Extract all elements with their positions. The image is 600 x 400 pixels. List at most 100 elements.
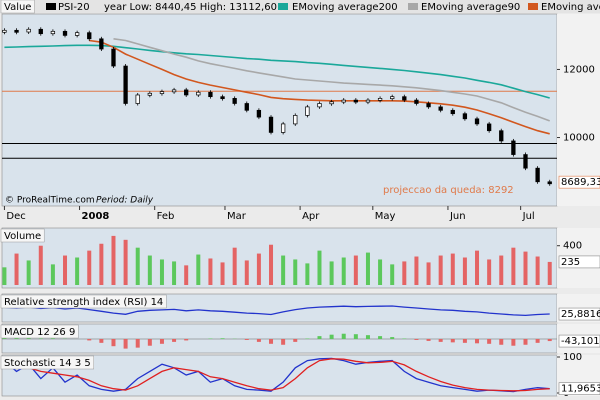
legend-swatch <box>278 3 288 10</box>
candle <box>74 32 80 36</box>
bar <box>135 339 140 348</box>
panel-title: Relative strength index (RSI) 14 <box>4 297 163 308</box>
bar <box>184 339 189 341</box>
bar <box>26 260 31 285</box>
bar <box>293 259 298 285</box>
candle <box>2 29 7 33</box>
legend-swatch <box>46 3 56 10</box>
bar <box>438 339 443 342</box>
bar <box>256 253 261 285</box>
panel-background <box>1 227 558 289</box>
candle <box>499 130 504 142</box>
bar <box>475 250 480 285</box>
bar <box>2 267 7 285</box>
bar <box>499 255 504 285</box>
bar <box>281 339 286 345</box>
candle <box>171 89 177 93</box>
candle <box>341 99 346 103</box>
candle <box>317 103 322 108</box>
last-value-label: 25,8816 <box>561 309 600 320</box>
series-line <box>3 357 550 393</box>
candle <box>474 118 480 125</box>
candle <box>196 91 201 96</box>
bar <box>38 245 43 285</box>
bar <box>244 260 249 285</box>
candle <box>438 106 443 111</box>
last-value-box <box>558 307 600 321</box>
candle <box>353 99 358 103</box>
series-line <box>4 44 550 99</box>
bar <box>26 337 31 339</box>
bar <box>75 257 80 285</box>
panel-title: Stochastic 14 3 5 <box>4 358 91 369</box>
bar <box>487 339 492 344</box>
candle <box>256 109 262 118</box>
bar <box>305 263 310 285</box>
bar <box>438 255 443 285</box>
bar <box>220 338 225 339</box>
bar <box>523 339 528 345</box>
x-tick-label: Jun <box>449 211 466 222</box>
bar <box>220 262 225 285</box>
legend-label: EMoving average90 <box>421 2 520 13</box>
panel-title: Volume <box>4 231 41 242</box>
bar <box>511 247 516 285</box>
bar <box>256 339 261 342</box>
bar <box>14 253 19 285</box>
bar <box>111 339 116 347</box>
axis-background <box>557 14 600 206</box>
candle <box>390 96 395 100</box>
bar <box>111 235 116 285</box>
last-value-label: -43,101 <box>561 336 600 347</box>
last-value-label: 235 <box>561 257 580 268</box>
bar <box>317 250 322 285</box>
candle <box>184 89 189 96</box>
candle <box>220 96 225 100</box>
candle <box>232 98 237 104</box>
bar <box>147 255 152 285</box>
bar <box>99 339 104 343</box>
period: Period: Daily <box>96 196 154 206</box>
y-tick-label: 100 <box>563 352 582 363</box>
candle <box>135 94 140 104</box>
panel-title-box <box>0 0 35 14</box>
bar <box>329 334 334 339</box>
last-value-box <box>558 175 600 189</box>
candle <box>14 29 19 33</box>
bar <box>184 265 189 285</box>
series-line <box>89 39 550 135</box>
bar <box>87 339 92 341</box>
bar <box>172 339 177 342</box>
legend-label: PSI-20 <box>58 2 90 13</box>
panel-title-box <box>0 355 94 370</box>
bar <box>208 258 213 285</box>
legend-label: EMoving average200 <box>292 2 398 13</box>
candle <box>38 28 43 35</box>
panel-title-box <box>0 294 167 309</box>
bar <box>135 247 140 285</box>
candle <box>329 101 334 105</box>
candle <box>535 167 540 183</box>
bar <box>547 339 552 342</box>
candle <box>365 99 371 103</box>
candle <box>244 103 249 111</box>
credit: © ProRealTime.com <box>5 196 95 206</box>
candle <box>511 140 516 155</box>
y-tick-label: 10000 <box>563 133 595 144</box>
legend-label: EMoving average <box>541 2 600 13</box>
bar <box>329 261 334 285</box>
candle <box>26 28 31 33</box>
candle <box>208 91 213 98</box>
x-tick-label: Feb <box>157 211 175 222</box>
candle <box>159 91 165 94</box>
candle <box>450 109 455 115</box>
x-tick-label: May <box>375 211 396 222</box>
candle <box>462 113 468 120</box>
panel-title-box <box>0 324 79 339</box>
bar <box>378 259 383 285</box>
bar <box>414 339 419 340</box>
bar <box>123 239 128 285</box>
candle <box>62 30 68 36</box>
y-tick-label: 12000 <box>563 64 595 75</box>
bar <box>475 339 480 344</box>
